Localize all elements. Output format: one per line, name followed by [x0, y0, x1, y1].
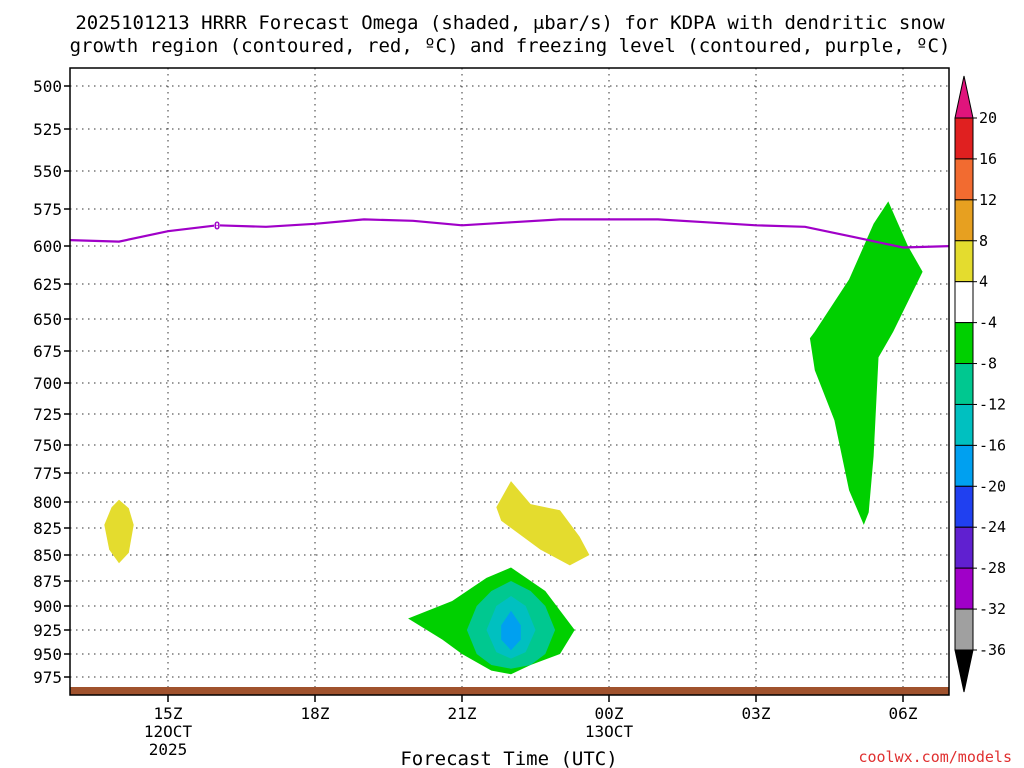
- colorbar-label: 16: [979, 150, 997, 168]
- colorbar-band: [954, 117, 974, 160]
- surface-ground-band: [70, 687, 949, 695]
- colorbar-band: [954, 281, 974, 324]
- x-tick-label: 06Z: [889, 704, 918, 723]
- colorbar-bottom-arrow: [954, 649, 974, 693]
- colorbar-label: -24: [979, 518, 1006, 536]
- freezing-level-layer: 0: [70, 218, 949, 249]
- x-tick-date: 13OCT: [585, 722, 634, 741]
- x-tick-year: 2025: [149, 740, 188, 759]
- colorbar-band: [954, 526, 974, 569]
- colorbar-band: [954, 363, 974, 405]
- y-tick-label: 550: [33, 162, 62, 181]
- y-tick-label: 500: [33, 77, 62, 96]
- y-tick-label: 750: [33, 436, 62, 455]
- x-tick-label: 21Z: [448, 704, 477, 723]
- omega-shaded-regions: [104, 201, 923, 675]
- colorbar-band: [954, 199, 974, 242]
- omega-region: [104, 499, 134, 564]
- y-tick-label: 800: [33, 493, 62, 512]
- x-tick-label: 00Z: [595, 704, 624, 723]
- y-axis-ticks: 500 525 550 575 600 625 650 675 700 725 750 775 800 8…: [33, 77, 70, 687]
- colorbar-label: -32: [979, 600, 1006, 618]
- colorbar-label: 12: [979, 191, 997, 209]
- colorbar-band: [954, 608, 974, 651]
- colorbar-band: [954, 322, 974, 365]
- chart-title-line1: 2025101213 HRRR Forecast Omega (shaded, …: [75, 12, 945, 34]
- x-tick-label: 18Z: [301, 704, 330, 723]
- freezing-level-label-bg: [214, 220, 220, 231]
- y-tick-label: 850: [33, 546, 62, 565]
- y-tick-label: 975: [33, 668, 62, 687]
- y-tick-label: 675: [33, 342, 62, 361]
- colorbar-label: 20: [979, 109, 997, 127]
- omega-colorbar: 20 16 12 8 4 -4 -8 -12 -16 -20 -24 -28 -32 -36: [954, 75, 1006, 693]
- colorbar-band: [954, 158, 974, 201]
- y-tick-label: 625: [33, 275, 62, 294]
- colorbar-label: 8: [979, 232, 988, 250]
- colorbar-label: -20: [979, 477, 1006, 495]
- plot-frame: [69, 67, 950, 696]
- y-tick-label: 875: [33, 572, 62, 591]
- y-tick-label: 725: [33, 405, 62, 424]
- grid-lines: [70, 68, 949, 695]
- omega-region: [809, 201, 923, 525]
- freezing-level-line: [70, 218, 949, 249]
- colorbar-label: -36: [979, 641, 1006, 659]
- y-tick-label: 825: [33, 519, 62, 538]
- colorbar-label: -12: [979, 395, 1006, 413]
- y-tick-label: 950: [33, 645, 62, 664]
- colorbar-band: [954, 485, 974, 528]
- y-tick-label: 775: [33, 464, 62, 483]
- x-tick-label: 03Z: [742, 704, 771, 723]
- colorbar-label: -4: [979, 314, 997, 332]
- y-tick-label: 600: [33, 237, 62, 256]
- chart-title-line2: growth region (contoured, red, ºC) and f…: [70, 35, 951, 57]
- colorbar-band: [954, 240, 974, 283]
- x-tick-label: 15Z: [154, 704, 183, 723]
- colorbar-label: -28: [979, 559, 1006, 577]
- y-tick-label: 900: [33, 597, 62, 616]
- colorbar-top-arrow: [954, 75, 974, 119]
- x-axis-title: Forecast Time (UTC): [400, 748, 617, 768]
- colorbar-label: -16: [979, 436, 1006, 454]
- credit-text: coolwx.com/models: [858, 748, 1012, 766]
- y-tick-label: 925: [33, 621, 62, 640]
- freezing-level-label: 0: [214, 219, 221, 232]
- x-tick-date: 12OCT: [144, 722, 193, 741]
- colorbar-band: [954, 567, 974, 610]
- y-tick-label: 525: [33, 120, 62, 139]
- colorbar-label: -8: [979, 355, 997, 373]
- y-tick-label: 700: [33, 374, 62, 393]
- colorbar-band: [954, 403, 974, 446]
- colorbar-label: 4: [979, 273, 988, 291]
- colorbar-band: [954, 444, 974, 487]
- omega-region: [496, 481, 590, 566]
- y-tick-label: 575: [33, 200, 62, 219]
- y-tick-label: 650: [33, 310, 62, 329]
- omega-region: [501, 610, 521, 651]
